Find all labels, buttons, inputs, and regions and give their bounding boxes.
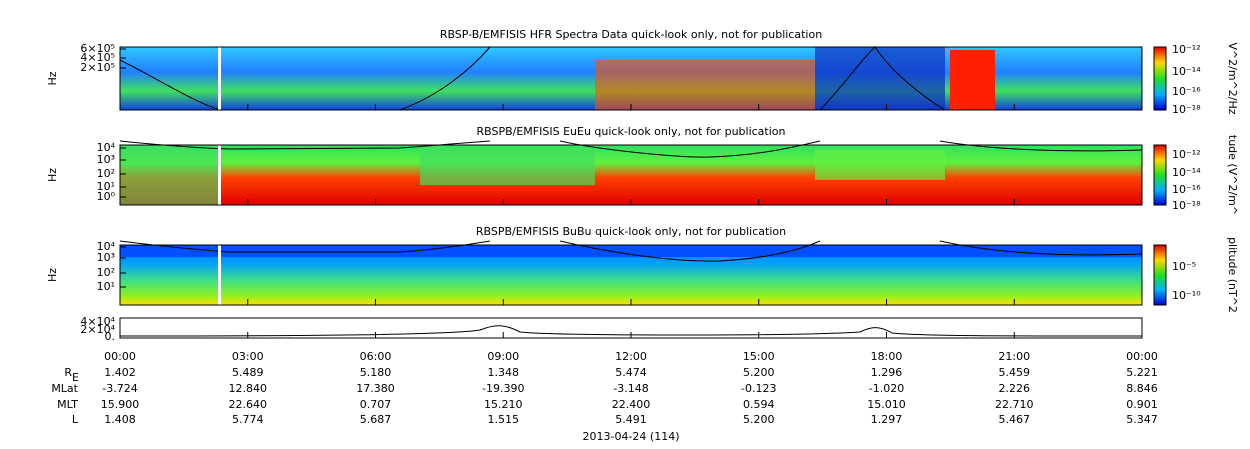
colorbar-label: plitude (nT^2	[1226, 237, 1239, 313]
ephemeris-value: 5.347	[1126, 413, 1158, 426]
colorbar-tick-label: 10⁻¹²	[1172, 43, 1201, 56]
y-tick-label: 4×10⁵	[80, 51, 115, 64]
y-tick-label: 10³	[97, 153, 115, 166]
ephemeris-value: 5.180	[360, 366, 392, 379]
ephemeris-value: -0.123	[741, 382, 776, 395]
ephemeris-value: 15.210	[484, 398, 523, 411]
colorbar-tick-label: 10⁻¹⁶	[1172, 85, 1201, 98]
ephemeris-value: 12.840	[229, 382, 268, 395]
ephemeris-value: 1.297	[871, 413, 903, 426]
colorbar-tick-label: 10⁻¹⁸	[1172, 103, 1201, 116]
panel-title: RBSPB/EMFISIS BuBu quick-look only, not …	[476, 225, 786, 238]
ephemeris-value: -3.724	[102, 382, 137, 395]
colorbar-tick-label: 10⁻¹⁸	[1172, 199, 1201, 212]
x-tick-label: 06:00	[360, 350, 392, 363]
colorbar-label: tude (V^2/m^	[1226, 135, 1239, 215]
ephemeris-value: -1.020	[869, 382, 904, 395]
ephemeris-value: 5.491	[615, 413, 647, 426]
ephemeris-value: 0.707	[360, 398, 392, 411]
ephemeris-value: 5.221	[1126, 366, 1158, 379]
ephemeris-value: 0.594	[743, 398, 775, 411]
ephemeris-value: 1.348	[488, 366, 520, 379]
x-tick-label: 00:00	[104, 350, 136, 363]
ephemeris-value: 1.515	[488, 413, 520, 426]
colorbar-tick-label: 10⁻¹⁴	[1172, 166, 1201, 179]
y-tick-label: 2×10⁴	[80, 323, 115, 336]
ephemeris-label: MLat	[51, 382, 78, 395]
ephemeris-label: L	[72, 413, 79, 426]
colorbar-tick-label: 10⁻¹²	[1172, 148, 1201, 161]
ephemeris-value: -19.390	[482, 382, 524, 395]
ephemeris-value: 5.687	[360, 413, 392, 426]
y-axis-label: Hz	[46, 168, 59, 182]
x-tick-label: 09:00	[487, 350, 519, 363]
ephemeris-value: 15.900	[101, 398, 140, 411]
panel-title: RBSPB/EMFISIS EuEu quick-look only, not …	[476, 125, 785, 138]
ephemeris-label: R	[64, 366, 72, 379]
ephemeris-value: 22.640	[229, 398, 268, 411]
ephemeris-value: 5.474	[615, 366, 647, 379]
y-tick-label: 10¹	[97, 280, 115, 293]
ephemeris-value: 1.408	[104, 413, 136, 426]
ephemeris-value: 5.467	[999, 413, 1031, 426]
ephemeris-value: 8.846	[1126, 382, 1158, 395]
x-tick-label: 15:00	[743, 350, 775, 363]
x-tick-label: 18:00	[871, 350, 903, 363]
y-tick-label: 10⁰	[97, 190, 116, 203]
ephemeris-value: 5.489	[232, 366, 264, 379]
y-axis-label: Hz	[46, 71, 59, 85]
ephemeris-value: 5.200	[743, 366, 775, 379]
x-tick-label: 12:00	[615, 350, 647, 363]
x-tick-label: 03:00	[232, 350, 264, 363]
date-label: 2013-04-24 (114)	[582, 430, 679, 443]
panel-title: RBSP-B/EMFISIS HFR Spectra Data quick-lo…	[440, 28, 822, 41]
y-tick-label: 10³	[97, 251, 115, 264]
ephemeris-value: 5.200	[743, 413, 775, 426]
y-tick-label: 6×10⁵	[80, 42, 115, 55]
ephemeris-label-sub: E	[72, 371, 79, 384]
ephemeris-value: 17.380	[356, 382, 395, 395]
ephemeris-value: 22.400	[612, 398, 651, 411]
x-tick-label: 21:00	[998, 350, 1030, 363]
x-tick-label: 00:00	[1126, 350, 1158, 363]
ephemeris-value: 15.010	[867, 398, 906, 411]
ephemeris-value: 2.226	[999, 382, 1031, 395]
y-tick-label: 10¹	[97, 180, 115, 193]
ephemeris-value: 5.774	[232, 413, 264, 426]
colorbar-tick-label: 10⁻⁵	[1172, 260, 1196, 273]
y-tick-label: 2×10⁵	[80, 61, 115, 74]
ephemeris-label: MLT	[57, 398, 78, 411]
ephemeris-value: 22.710	[995, 398, 1034, 411]
y-tick-label: 10⁴	[97, 141, 116, 154]
ephemeris-value: 5.459	[999, 366, 1031, 379]
y-tick-label: 10²	[97, 266, 115, 279]
ephemeris-value: 1.402	[104, 366, 136, 379]
colorbar-tick-label: 10⁻¹⁰	[1172, 289, 1201, 302]
spectrograms	[119, 46, 1143, 305]
ephemeris-value: 1.296	[871, 366, 903, 379]
ephemeris-value: -3.148	[613, 382, 648, 395]
colorbar-tick-label: 10⁻¹⁶	[1172, 183, 1201, 196]
y-tick-label: 10⁴	[97, 240, 116, 253]
ephemeris-value: 0.901	[1126, 398, 1158, 411]
y-axis-label: Hz	[46, 268, 59, 282]
y-tick-label: 10²	[97, 167, 115, 180]
y-tick-label: 4×10⁴	[80, 315, 115, 328]
colorbar-tick-label: 10⁻¹⁴	[1172, 65, 1201, 78]
y-tick-label: 0.	[105, 330, 116, 343]
colorbar-label: V^2/m^2/Hz	[1226, 42, 1239, 114]
